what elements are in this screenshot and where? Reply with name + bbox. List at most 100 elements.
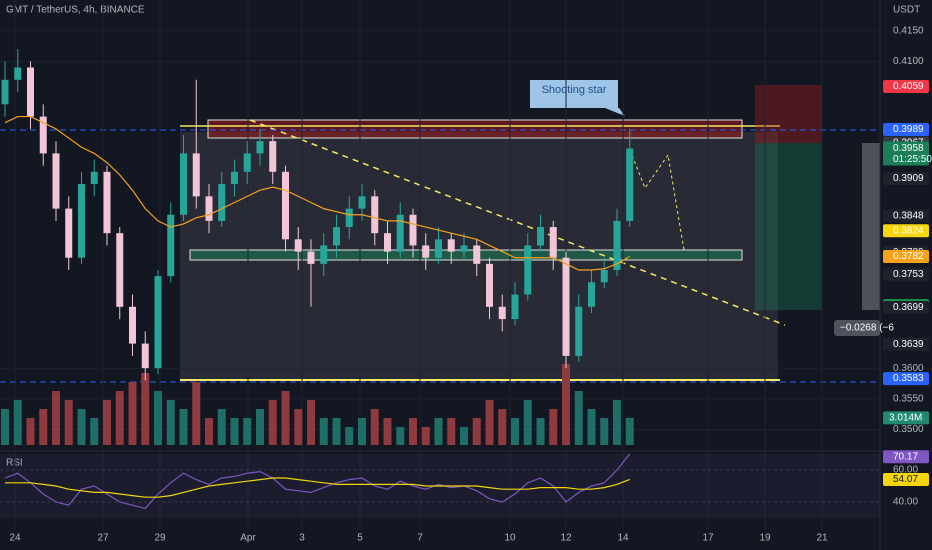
- candle-body: [409, 214, 417, 246]
- candle-body: [384, 233, 391, 252]
- candle-body: [167, 214, 175, 277]
- candle-body: [626, 148, 634, 221]
- candle-body: [14, 67, 22, 80]
- candle-body: [473, 245, 481, 264]
- volume-bar: [600, 418, 609, 445]
- candle-body: [422, 245, 430, 258]
- candle-body: [588, 282, 595, 307]
- x-tick-label: 19: [759, 533, 771, 544]
- countdown: 01:25:50: [893, 154, 932, 165]
- x-tick-label: 10: [504, 533, 516, 544]
- callout: [530, 80, 625, 116]
- volume-bar: [115, 391, 124, 445]
- resistance-zone: [207, 119, 743, 139]
- candle-body: [447, 239, 455, 252]
- price-label: 0.3958: [893, 143, 924, 154]
- volume-bar: [128, 382, 137, 445]
- volume-bar: [26, 418, 35, 445]
- candle-body: [524, 245, 532, 295]
- x-tick-label: 21: [816, 533, 828, 544]
- ma-line: [4, 115, 631, 271]
- price-label: 0.3753: [893, 269, 924, 280]
- volume-bar: [39, 409, 48, 445]
- volume-bar: [574, 391, 583, 445]
- x-tick-label: 27: [97, 533, 109, 544]
- volume-bar: [205, 418, 213, 445]
- price-label: 0.3583: [893, 373, 924, 384]
- candle-body: [231, 171, 238, 185]
- candle-body: [52, 153, 60, 209]
- candle-body: [141, 343, 149, 369]
- volume-bar: [103, 400, 111, 445]
- x-tick-label: 5: [357, 533, 363, 544]
- candle-body: [65, 208, 73, 258]
- volume-bar: [179, 409, 188, 445]
- price-badge: [883, 209, 929, 223]
- price-label: 0.3699: [893, 302, 924, 313]
- volume-badge: [883, 411, 929, 425]
- x-tick-label: 14: [617, 533, 629, 544]
- volume-bar: [396, 427, 405, 445]
- volume-bar: [421, 427, 430, 445]
- volume-bar: [358, 418, 366, 445]
- candle-body: [269, 141, 277, 172]
- volume-bar: [485, 400, 494, 445]
- volume-bar: [243, 418, 252, 445]
- volume-bar: [307, 400, 315, 445]
- price-badge: [883, 300, 929, 314]
- candle-body: [511, 294, 519, 320]
- volume-bar: [319, 418, 328, 445]
- volume-bar: [460, 427, 468, 445]
- volume-bar: [77, 409, 86, 445]
- volume-bar: [434, 418, 443, 445]
- price-label: 0.3639: [893, 339, 924, 350]
- candle-body: [205, 196, 213, 221]
- candle-body: [460, 245, 468, 252]
- volume-bar: [230, 418, 239, 445]
- volume-bar: [536, 418, 545, 445]
- volume-bar: [332, 418, 341, 445]
- volume-bar: [52, 391, 60, 445]
- candle-body: [345, 208, 353, 228]
- x-tick-label: 24: [9, 533, 21, 544]
- y-tick-label: 0.4100: [893, 56, 924, 67]
- candle-body: [116, 233, 124, 307]
- volume-bar: [281, 391, 290, 445]
- rsi-badge: [883, 472, 929, 486]
- volume-bar: [523, 400, 532, 445]
- price-label: 0.3989: [893, 124, 924, 135]
- volume-bar: [268, 400, 277, 445]
- candle-body: [154, 276, 162, 369]
- candle-body: [549, 227, 557, 258]
- candle-body: [307, 251, 315, 264]
- price-badge: [883, 372, 929, 386]
- candle-body: [27, 67, 34, 117]
- candle-body: [320, 245, 328, 264]
- rsi-badge: [883, 450, 929, 464]
- measure-label: −0.0268 (−6: [840, 323, 894, 334]
- chart-title: GMT / TetherUS, 4h, BINANCE: [6, 5, 145, 16]
- volume-bar: [13, 400, 22, 445]
- candle-body: [333, 227, 340, 246]
- price-badge: [883, 337, 929, 351]
- y-tick-label: 0.3500: [893, 424, 924, 435]
- measure-bar: [862, 143, 880, 310]
- rsi-tick-label: 60.00: [893, 465, 918, 476]
- price-badge: [883, 267, 929, 281]
- price-badge: [883, 122, 929, 136]
- candle-body: [435, 239, 442, 258]
- price-badge: [883, 141, 929, 166]
- candle-body: [243, 153, 251, 172]
- price-badge: [883, 172, 929, 186]
- price-label: 0.3848: [893, 211, 924, 222]
- x-tick-label: 17: [702, 533, 714, 544]
- volume-bar: [383, 418, 392, 445]
- volume-bar: [1, 409, 9, 445]
- candle-body: [192, 153, 200, 197]
- y-tick-label: 0.3550: [893, 393, 924, 404]
- volume-bar: [587, 409, 596, 445]
- rsi-label: 54.07: [893, 474, 918, 485]
- candle-body: [282, 171, 289, 240]
- candle-body: [537, 227, 544, 246]
- y-tick-label: 0.4150: [893, 25, 924, 36]
